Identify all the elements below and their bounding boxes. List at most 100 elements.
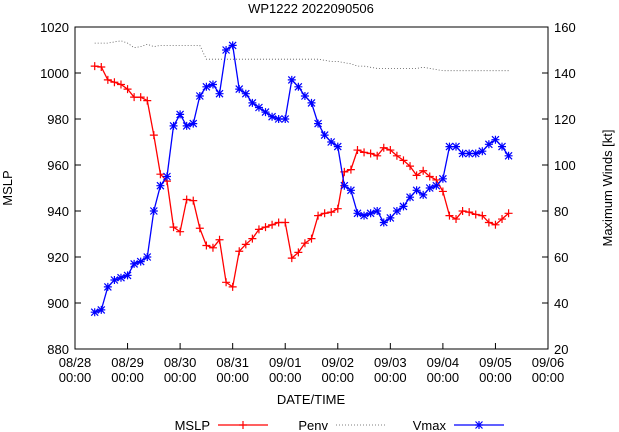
data-point <box>136 93 145 102</box>
data-point <box>399 156 408 165</box>
data-point <box>379 143 388 152</box>
data-point <box>90 308 99 317</box>
y-tick-label: 960 <box>47 158 69 173</box>
y-tick-label: 900 <box>47 296 69 311</box>
y2-axis-label: Maximum Winds [kt] <box>600 129 615 246</box>
y-tick-label: 980 <box>47 112 69 127</box>
data-point <box>116 80 125 89</box>
data-point <box>366 149 375 158</box>
data-point <box>110 276 119 284</box>
y-tick-label: 920 <box>47 250 69 265</box>
data-point <box>432 181 441 190</box>
data-point <box>333 204 342 213</box>
data-point <box>445 211 454 220</box>
data-point <box>327 208 336 217</box>
data-point <box>314 211 323 220</box>
data-point <box>438 174 447 183</box>
data-point <box>143 253 152 261</box>
series-line <box>94 40 509 72</box>
data-point <box>452 215 461 224</box>
data-point <box>425 172 434 181</box>
data-point <box>445 142 454 151</box>
data-point <box>254 225 263 234</box>
data-point <box>465 208 474 217</box>
data-point <box>471 149 480 158</box>
data-point <box>268 112 277 121</box>
y2-tick-label: 160 <box>554 20 576 35</box>
data-point <box>130 259 139 268</box>
data-point <box>406 193 415 202</box>
x-tick-label: 09/05 00:00 <box>479 355 512 385</box>
data-point <box>241 240 250 249</box>
data-point <box>373 207 382 215</box>
data-point <box>419 166 428 175</box>
data-point <box>504 209 513 218</box>
y-tick-label: 1020 <box>40 20 69 35</box>
data-point <box>90 62 99 71</box>
data-point <box>241 89 250 98</box>
data-point <box>360 148 369 157</box>
data-point <box>392 151 401 160</box>
data-point <box>176 110 185 119</box>
y-axis-label: MSLP <box>0 170 15 205</box>
data-point <box>202 241 211 250</box>
data-point <box>300 92 309 100</box>
data-point <box>294 82 303 91</box>
data-point <box>452 142 461 151</box>
data-point <box>274 115 283 123</box>
data-point <box>103 75 112 84</box>
x-tick-label: 08/29 00:00 <box>111 355 144 385</box>
x-tick-label: 08/28 00:00 <box>59 355 92 385</box>
data-point <box>202 82 211 91</box>
data-point <box>478 147 487 156</box>
data-point <box>123 85 132 94</box>
data-point <box>360 211 369 220</box>
data-point <box>156 181 165 190</box>
data-point <box>149 207 158 215</box>
data-point <box>239 421 247 429</box>
data-point <box>471 210 480 219</box>
data-point <box>399 202 408 211</box>
data-point <box>287 75 296 84</box>
data-point <box>97 63 106 72</box>
data-point <box>156 170 165 179</box>
data-point <box>438 187 447 196</box>
data-point <box>235 85 244 94</box>
x-tick-label: 09/01 00:00 <box>269 355 302 385</box>
chart-title: WP1222 2022090506 <box>248 1 374 16</box>
data-point <box>182 195 191 204</box>
data-point <box>379 218 388 227</box>
data-point <box>353 209 362 218</box>
y2-tick-label: 60 <box>554 250 568 265</box>
data-point <box>261 223 270 232</box>
x-tick-label: 09/03 00:00 <box>374 355 407 385</box>
data-point <box>287 254 296 263</box>
data-point <box>458 207 467 215</box>
data-point <box>143 96 152 105</box>
data-point <box>419 190 428 199</box>
data-point <box>300 239 309 248</box>
legend-label: MSLP <box>175 418 210 432</box>
y2-tick-label: 140 <box>554 66 576 81</box>
data-point <box>208 80 217 89</box>
data-point <box>261 108 270 117</box>
y2-tick-label: 120 <box>554 112 576 127</box>
data-point <box>248 234 257 243</box>
data-point <box>491 220 500 229</box>
y-tick-label: 1000 <box>40 66 69 81</box>
x-tick-label: 09/06 00:00 <box>532 355 565 385</box>
data-point <box>222 46 231 54</box>
data-point <box>346 165 355 174</box>
y2-tick-label: 20 <box>554 342 568 357</box>
x-tick-label: 08/31 00:00 <box>216 355 249 385</box>
data-point <box>268 220 277 229</box>
data-point <box>189 119 198 128</box>
data-point <box>412 186 421 195</box>
data-point <box>294 248 303 257</box>
data-point <box>458 149 467 158</box>
data-point <box>195 92 204 100</box>
legend-label: Vmax <box>413 418 447 432</box>
data-point <box>366 209 375 218</box>
y2-tick-label: 40 <box>554 296 568 311</box>
